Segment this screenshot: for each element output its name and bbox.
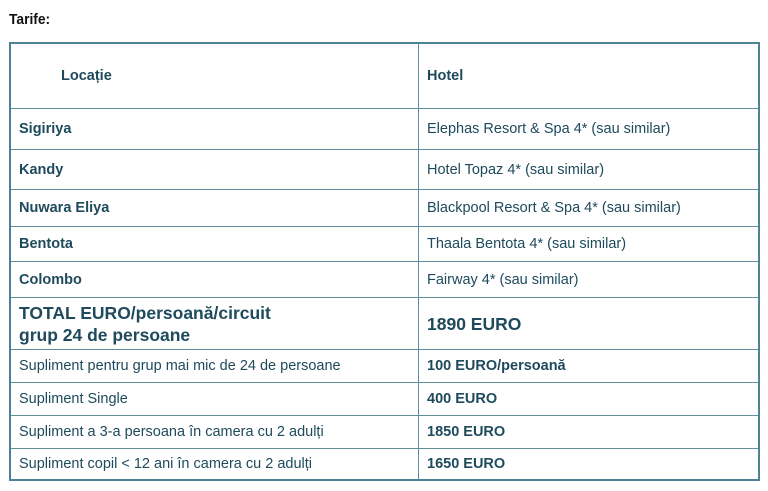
- section-title: Tarife:: [9, 11, 51, 28]
- hotel-cell: Blackpool Resort & Spa 4* (sau similar): [418, 189, 760, 227]
- supplement-value: 1850 EURO: [418, 415, 760, 449]
- table-row: Nuwara Eliya Blackpool Resort & Spa 4* (s…: [9, 189, 760, 227]
- total-row: TOTAL EURO/persoană/circuit grup 24 de pe…: [9, 297, 760, 350]
- hotel-cell: Fairway 4* (sau similar): [418, 261, 760, 298]
- location-cell: Nuwara Eliya: [9, 189, 419, 227]
- hotel-cell: Elephas Resort & Spa 4* (sau similar): [418, 108, 760, 150]
- supplement-row: Supliment pentru grup mai mic de 24 de p…: [9, 349, 760, 383]
- table-row: Colombo Fairway 4* (sau similar): [9, 261, 760, 298]
- supplement-row: Supliment Single 400 EURO: [9, 382, 760, 416]
- location-cell: Bentota: [9, 226, 419, 262]
- rates-table: Locație Hotel Sigiriya Elephas Resort & S…: [9, 42, 760, 481]
- total-value: 1890 EURO: [418, 297, 760, 350]
- table-row: Bentota Thaala Bentota 4* (sau similar): [9, 226, 760, 262]
- total-label-line1: TOTAL EURO/persoană/circuit: [19, 302, 271, 323]
- location-cell: Kandy: [9, 149, 419, 190]
- supplement-row: Supliment copil < 12 ani în camera cu 2 …: [9, 448, 760, 480]
- hotel-cell: Thaala Bentota 4* (sau similar): [418, 226, 760, 262]
- table-row: Sigiriya Elephas Resort & Spa 4* (sau sim…: [9, 108, 760, 150]
- supplement-label: Supliment a 3-a persoana în camera cu 2 …: [9, 415, 419, 449]
- header-hotel: Hotel: [418, 42, 760, 109]
- location-cell: Colombo: [9, 261, 419, 298]
- supplement-value: 100 EURO/persoană: [418, 349, 760, 383]
- header-location: Locație: [9, 42, 419, 109]
- supplement-label: Supliment pentru grup mai mic de 24 de p…: [9, 349, 419, 383]
- location-cell: Sigiriya: [9, 108, 419, 150]
- supplement-value: 400 EURO: [418, 382, 760, 416]
- table-header-row: Locație Hotel: [9, 42, 760, 109]
- total-label-line2: grup 24 de persoane: [19, 324, 191, 345]
- hotel-cell: Hotel Topaz 4* (sau similar): [418, 149, 760, 190]
- total-label: TOTAL EURO/persoană/circuit grup 24 de pe…: [9, 297, 419, 350]
- supplement-row: Supliment a 3-a persoana în camera cu 2 …: [9, 415, 760, 449]
- supplement-value: 1650 EURO: [418, 448, 760, 480]
- supplement-label: Supliment copil < 12 ani în camera cu 2 …: [9, 448, 419, 480]
- supplement-label: Supliment Single: [9, 382, 419, 416]
- table-row: Kandy Hotel Topaz 4* (sau similar): [9, 149, 760, 190]
